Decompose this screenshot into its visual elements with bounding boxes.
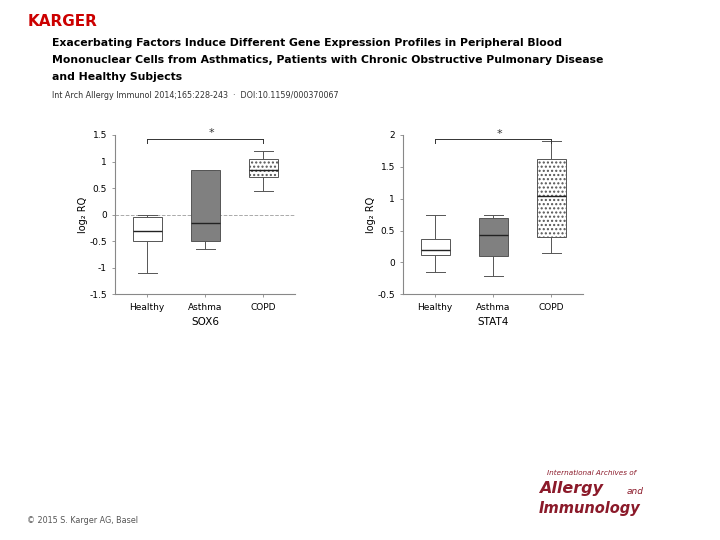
X-axis label: SOX6: SOX6: [192, 317, 219, 327]
Y-axis label: log₂ RQ: log₂ RQ: [78, 197, 88, 233]
Y-axis label: log₂ RQ: log₂ RQ: [366, 197, 376, 233]
Text: Allergy: Allergy: [539, 481, 603, 496]
Bar: [536, 159, 566, 237]
Bar: [132, 217, 162, 241]
Bar: [479, 218, 508, 256]
Text: Int Arch Allergy Immunol 2014;165:228-243  ·  DOI:10.1159/000370067: Int Arch Allergy Immunol 2014;165:228-24…: [52, 91, 338, 100]
Text: KARGER: KARGER: [27, 14, 97, 29]
Bar: [191, 170, 220, 241]
Text: © 2015 S. Karger AG, Basel: © 2015 S. Karger AG, Basel: [27, 516, 138, 525]
Text: Exacerbating Factors Induce Different Gene Expression Profiles in Peripheral Blo: Exacerbating Factors Induce Different Ge…: [52, 38, 562, 48]
Text: and: and: [626, 487, 644, 496]
Bar: [248, 159, 278, 178]
Text: Mononuclear Cells from Asthmatics, Patients with Chronic Obstructive Pulmonary D: Mononuclear Cells from Asthmatics, Patie…: [52, 55, 603, 65]
Bar: [420, 239, 450, 255]
Text: Immunology: Immunology: [539, 501, 640, 516]
Text: *: *: [208, 128, 214, 138]
Text: International Archives of: International Archives of: [547, 470, 636, 476]
X-axis label: STAT4: STAT4: [477, 317, 509, 327]
Text: and Healthy Subjects: and Healthy Subjects: [52, 72, 182, 83]
Text: *: *: [496, 129, 502, 139]
